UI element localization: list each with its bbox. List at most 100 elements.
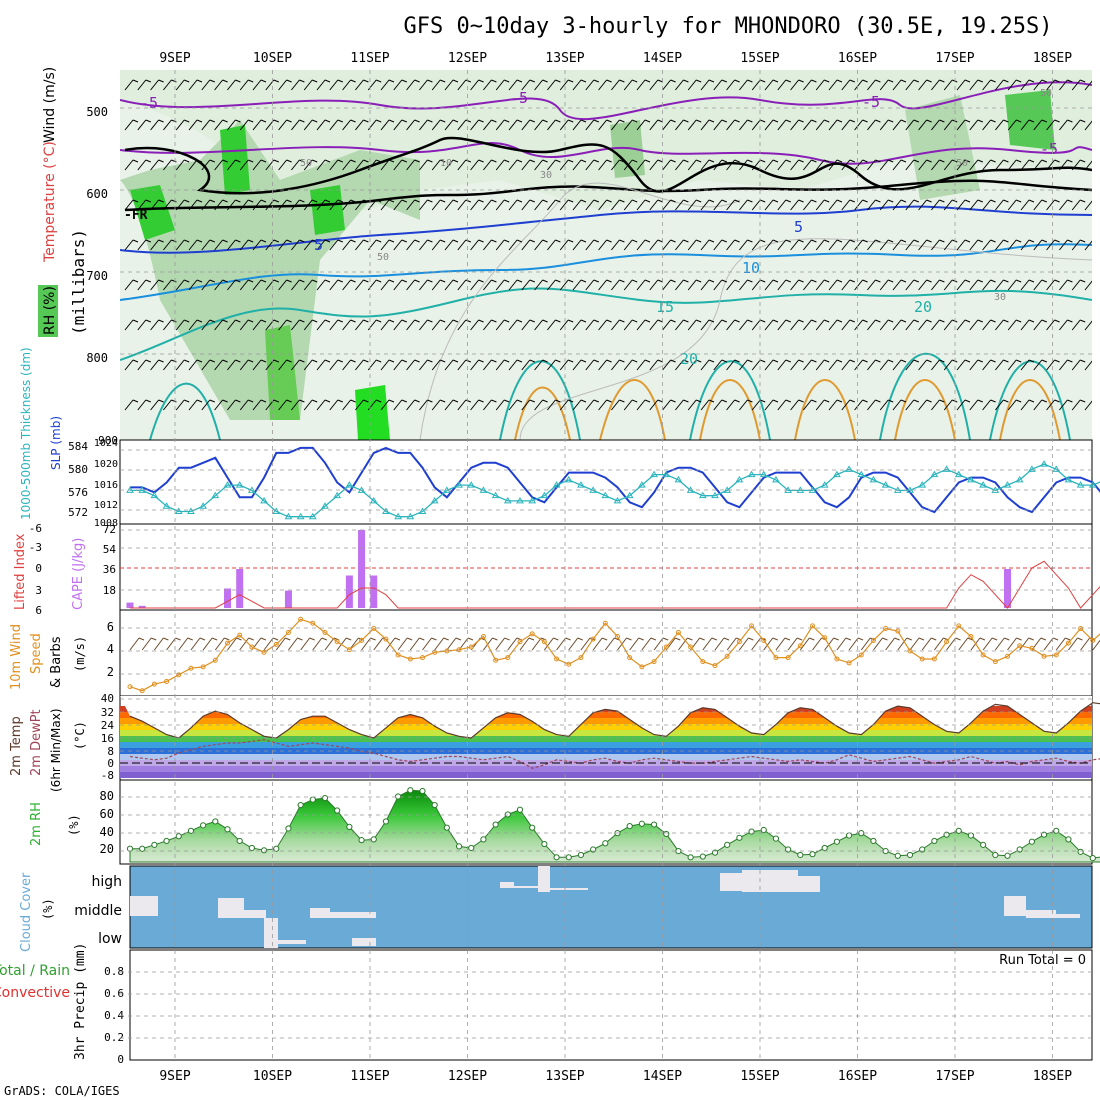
upper-wind-barb [419, 199, 428, 211]
upper-wind-barb-flag [1080, 319, 1086, 323]
wind-barb [1068, 637, 1078, 651]
wind-speed-marker [1041, 653, 1047, 659]
upper-wind-barb-flag [145, 79, 151, 83]
upper-wind-barb-flag [888, 199, 894, 203]
upper-wind-barb [406, 159, 415, 171]
upper-wind-barb-flag [324, 319, 331, 323]
upper-wind-barb [419, 279, 428, 291]
thickness-marker [930, 470, 939, 478]
wind-barb [629, 637, 640, 651]
upper-panel: -5 -5 -5 -5 -FR 5 5 10 15 20 20 50 50 50… [38, 67, 1092, 447]
upper-wind-barb [239, 319, 249, 331]
upper-wind-barb-flag [504, 199, 510, 203]
upper-wind-barb [1071, 119, 1081, 131]
wind-barb [1043, 637, 1054, 651]
upper-wind-barb [636, 79, 646, 91]
upper-wind-barb [521, 79, 531, 91]
upper-wind-barb-flag [670, 239, 676, 243]
upper-wind-barb [943, 79, 953, 91]
upper-wind-barb-flag [849, 399, 855, 403]
upper-wind-barb-flag [568, 119, 574, 123]
wind-barb-flag [175, 637, 181, 641]
upper-wind-barb-flag [644, 79, 651, 83]
upper-wind-barb [534, 279, 543, 291]
rh-marker [492, 821, 499, 828]
wind-barb [897, 637, 908, 651]
upper-wind-barb [329, 79, 339, 91]
upper-wind-barb [163, 119, 172, 131]
temp2m-tick-16: 16 [101, 732, 114, 745]
cloud-level-middle: middle [74, 903, 122, 919]
upper-wind-barb-flag [747, 239, 753, 243]
upper-wind-barb-flag [606, 279, 612, 283]
upper-wind-barb [227, 279, 236, 291]
lifted-index-line [130, 560, 1100, 609]
upper-wind-barb-flag [580, 239, 587, 243]
upper-wind-barb-flag [1041, 239, 1047, 243]
upper-wind-barb-flag [529, 159, 535, 163]
upper-wind-barb [534, 399, 543, 411]
upper-wind-barb [790, 159, 799, 171]
rh-marker [870, 837, 877, 845]
upper-wind-barb-flag [990, 79, 996, 83]
upper-wind-barb-flag [350, 159, 356, 163]
upper-wind-barb-flag [734, 359, 740, 363]
upper-wind-barb [751, 199, 761, 211]
upper-wind-barb [291, 199, 300, 211]
upper-wind-barb-flag [529, 319, 535, 323]
upper-wind-barb-flag [440, 159, 446, 163]
upper-wind-barb-flag [491, 359, 497, 363]
wind-speed-marker [749, 623, 755, 629]
upper-wind-barb [1020, 159, 1030, 171]
upper-wind-barb-flag [670, 399, 676, 403]
upper-wind-barb-flag [286, 279, 292, 283]
wind-barb [812, 637, 822, 651]
upper-wind-barb-flag [542, 239, 548, 243]
rh-marker [845, 832, 853, 839]
upper-wind-barb-flag [913, 79, 919, 83]
upper-wind-barb [803, 199, 812, 211]
upper-wind-barb [777, 159, 787, 171]
upper-wind-barb-flag [580, 399, 587, 403]
wind-barb-flag [151, 637, 157, 641]
rh-marker [334, 807, 341, 814]
cloud-block [500, 882, 514, 888]
upper-wind-barb [406, 399, 415, 411]
rh-marker [699, 853, 706, 860]
upper-wind-barb [444, 79, 454, 91]
upper-wind-barb-flag [990, 279, 996, 283]
upper-wind-barb-flag [504, 399, 510, 403]
upper-wind-barb [815, 399, 825, 411]
upper-wind-barb-flag [388, 239, 395, 243]
upper-wind-barb [751, 239, 761, 251]
bottom-date-label: 12SEP [448, 1069, 487, 1084]
upper-wind-barb [611, 239, 620, 251]
upper-wind-barb [175, 359, 185, 371]
upper-wind-barb-flag [452, 319, 459, 323]
upper-wind-barb [342, 199, 351, 211]
upper-wind-barb-flag [670, 319, 676, 323]
wind-speed-marker [736, 639, 742, 645]
upper-wind-barb-flag [1028, 399, 1035, 403]
rh-marker [553, 854, 560, 861]
upper-wind-barb-flag [171, 79, 177, 83]
upper-wind-barb [636, 319, 646, 331]
upper-wind-barb [777, 79, 787, 91]
upper-wind-barb-flag [900, 279, 907, 283]
upper-wind-barb-flag [734, 119, 740, 123]
upper-wind-barb [572, 199, 582, 211]
upper-wind-barb [137, 319, 147, 331]
upper-wind-barb-flag [452, 159, 459, 163]
wind-speed-marker [846, 660, 852, 666]
wind-barb [921, 637, 932, 651]
upper-wind-barb-flag [862, 199, 868, 203]
wind-barb-flag [809, 637, 815, 641]
rh-marker [1040, 831, 1048, 838]
upper-wind-barb [739, 359, 748, 371]
upper-wind-barb-flag [593, 319, 599, 323]
upper-wind-barb [1059, 159, 1068, 171]
upper-wind-barb-flag [785, 79, 791, 83]
upper-wind-barb-flag [184, 119, 190, 123]
upper-wind-barb [239, 239, 249, 251]
temp-color-band [120, 754, 1092, 760]
